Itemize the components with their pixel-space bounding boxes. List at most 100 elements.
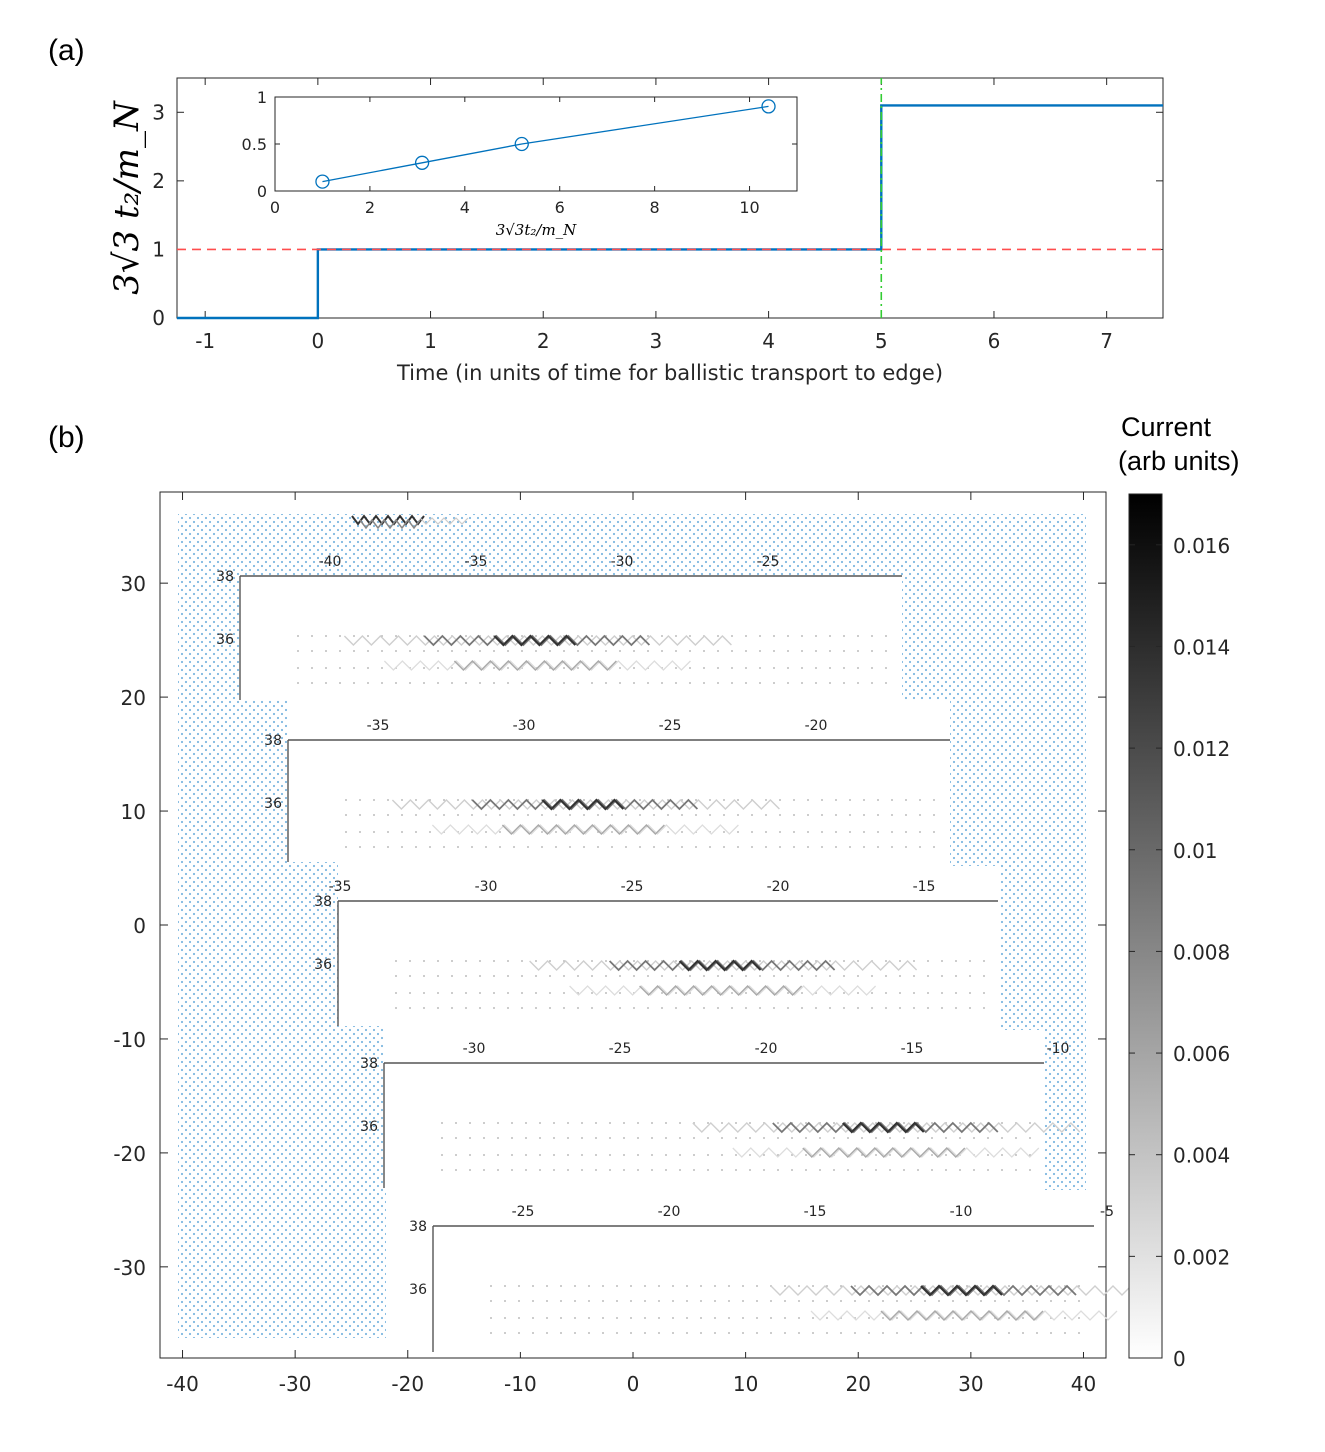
lattice-site — [504, 1317, 506, 1319]
panel-b-xtick-label: -40 — [166, 1372, 199, 1396]
lattice-site — [815, 650, 817, 652]
lattice-site — [868, 1300, 870, 1302]
panel-b-ytick-label: 20 — [121, 686, 146, 710]
lattice-site — [451, 682, 453, 684]
lattice-site — [623, 1122, 625, 1124]
lattice-site — [658, 1332, 660, 1334]
lattice-site — [563, 667, 565, 669]
lattice-site — [597, 814, 599, 816]
lattice-site — [451, 992, 453, 994]
lattice-site — [525, 1154, 527, 1156]
lattice-site — [479, 650, 481, 652]
lattice-site — [885, 992, 887, 994]
lattice-site — [553, 1137, 555, 1139]
lattice-site — [745, 992, 747, 994]
lattice-site — [577, 1007, 579, 1009]
zoom-inset-xtick-label: -15 — [804, 1204, 827, 1220]
lattice-site — [507, 1007, 509, 1009]
lattice-site — [875, 1137, 877, 1139]
lattice-site — [882, 1300, 884, 1302]
lattice-site — [546, 1300, 548, 1302]
lattice-site — [521, 650, 523, 652]
lattice-site — [574, 1317, 576, 1319]
lattice-site — [885, 1007, 887, 1009]
lattice-site — [875, 1154, 877, 1156]
lattice-site — [703, 682, 705, 684]
lattice-site — [784, 1300, 786, 1302]
lattice-site — [639, 846, 641, 848]
lattice-site — [633, 667, 635, 669]
lattice-site — [885, 682, 887, 684]
lattice-region — [178, 514, 1086, 1338]
lattice-site — [373, 846, 375, 848]
current-zigzag — [920, 1284, 1003, 1297]
lattice-site — [994, 1332, 996, 1334]
lattice-site — [451, 650, 453, 652]
lattice-site — [955, 992, 957, 994]
panel-a-xtick-label: 5 — [875, 329, 888, 353]
lattice-site — [857, 992, 859, 994]
lattice-site — [689, 975, 691, 977]
lattice-site — [695, 846, 697, 848]
lattice-site — [731, 650, 733, 652]
lattice-site — [658, 1300, 660, 1302]
lattice-site — [693, 1169, 695, 1171]
lattice-site — [955, 960, 957, 962]
zoom-inset-xtick-label: -15 — [913, 879, 936, 895]
lattice-site — [686, 1285, 688, 1287]
lattice-site — [931, 1154, 933, 1156]
lattice-site — [835, 799, 837, 801]
lattice-site — [532, 1332, 534, 1334]
lattice-site — [737, 814, 739, 816]
lattice-site — [647, 975, 649, 977]
lattice-site — [605, 650, 607, 652]
lattice-site — [941, 975, 943, 977]
inset-ytick-label: 1 — [257, 88, 267, 107]
lattice-site — [1022, 1317, 1024, 1319]
lattice-site — [843, 975, 845, 977]
lattice-site — [952, 1332, 954, 1334]
lattice-site — [793, 831, 795, 833]
lattice-site — [457, 814, 459, 816]
lattice-site — [875, 1122, 877, 1124]
lattice-site — [633, 650, 635, 652]
lattice-site — [675, 975, 677, 977]
zoom-inset-ytick-label: 36 — [314, 957, 332, 973]
lattice-site — [717, 1007, 719, 1009]
lattice-site — [549, 1007, 551, 1009]
lattice-site — [728, 1332, 730, 1334]
lattice-site — [1064, 1300, 1066, 1302]
lattice-site — [415, 846, 417, 848]
lattice-site — [980, 1300, 982, 1302]
lattice-site — [891, 831, 893, 833]
lattice-site — [619, 975, 621, 977]
zoom-inset-xtick-label: -20 — [805, 718, 828, 734]
lattice-site — [644, 1300, 646, 1302]
panel-a-series — [177, 78, 1163, 320]
lattice-site — [941, 1007, 943, 1009]
lattice-site — [539, 1169, 541, 1171]
lattice-site — [532, 1317, 534, 1319]
lattice-site — [933, 831, 935, 833]
lattice-site — [469, 1154, 471, 1156]
zoom-inset-ytick-label: 38 — [360, 1056, 378, 1072]
lattice-site — [675, 650, 677, 652]
lattice-site — [973, 1122, 975, 1124]
lattice-site — [493, 1007, 495, 1009]
lattice-site — [451, 1007, 453, 1009]
lattice-site — [917, 1137, 919, 1139]
lattice-site — [966, 1332, 968, 1334]
lattice-site — [541, 814, 543, 816]
lattice-site — [675, 682, 677, 684]
lattice-site — [756, 1300, 758, 1302]
lattice-site — [457, 799, 459, 801]
zoom-inset-ytick-label: 36 — [409, 1282, 427, 1298]
lattice-site — [619, 992, 621, 994]
lattice-site — [899, 975, 901, 977]
lattice-site — [625, 814, 627, 816]
lattice-site — [521, 682, 523, 684]
lattice-site — [959, 1122, 961, 1124]
lattice-site — [1008, 1317, 1010, 1319]
lattice-site — [910, 1332, 912, 1334]
lattice-site — [731, 667, 733, 669]
